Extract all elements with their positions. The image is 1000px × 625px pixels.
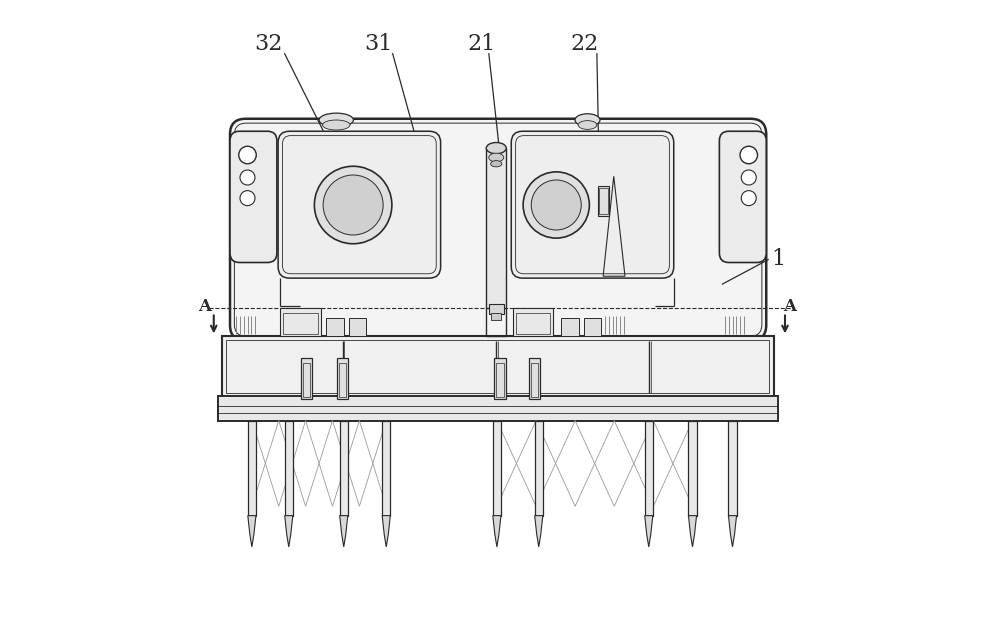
Bar (491, 312, 501, 320)
Text: 31: 31 (364, 32, 392, 55)
Bar (496, 362, 504, 397)
Polygon shape (285, 516, 293, 547)
Bar (349, 318, 366, 336)
Ellipse shape (575, 114, 600, 126)
Bar (337, 358, 348, 399)
Ellipse shape (578, 121, 597, 129)
Bar (222, 336, 774, 397)
Text: A: A (198, 298, 212, 315)
Circle shape (240, 170, 255, 185)
Bar (248, 421, 256, 516)
FancyBboxPatch shape (511, 131, 674, 278)
Bar (529, 358, 540, 399)
Bar (516, 313, 550, 334)
Polygon shape (493, 516, 501, 547)
Circle shape (740, 146, 758, 164)
Circle shape (323, 175, 383, 235)
Text: 1: 1 (771, 248, 785, 271)
Bar (489, 304, 504, 314)
Polygon shape (645, 516, 653, 547)
Bar (218, 396, 778, 421)
Text: 21: 21 (467, 32, 495, 55)
Bar (302, 362, 310, 397)
Ellipse shape (486, 142, 506, 154)
Bar (584, 318, 601, 336)
Circle shape (240, 191, 255, 206)
Bar (326, 318, 344, 336)
Circle shape (741, 191, 756, 206)
Bar (339, 362, 346, 397)
Bar (645, 421, 653, 516)
Bar (382, 421, 390, 516)
FancyBboxPatch shape (230, 131, 277, 262)
Polygon shape (535, 516, 543, 547)
Bar (340, 421, 348, 516)
Bar (561, 318, 579, 336)
Text: 32: 32 (255, 32, 283, 55)
Polygon shape (340, 516, 348, 547)
Polygon shape (688, 516, 697, 547)
FancyBboxPatch shape (230, 119, 766, 341)
Bar (285, 421, 293, 516)
Bar (512, 308, 553, 336)
Ellipse shape (319, 113, 353, 127)
Bar (598, 186, 609, 216)
Ellipse shape (491, 161, 502, 167)
Bar (688, 421, 697, 516)
Circle shape (531, 180, 581, 230)
Text: A: A (783, 298, 796, 315)
Bar (226, 340, 769, 392)
Bar (728, 421, 737, 516)
Bar (280, 308, 321, 336)
Circle shape (239, 146, 256, 164)
Polygon shape (248, 516, 256, 547)
FancyBboxPatch shape (278, 131, 441, 278)
Circle shape (523, 172, 589, 238)
Circle shape (741, 170, 756, 185)
Circle shape (314, 166, 392, 244)
Polygon shape (382, 516, 390, 547)
Bar (283, 313, 318, 334)
Text: 22: 22 (570, 32, 598, 55)
FancyBboxPatch shape (719, 131, 766, 262)
Bar (494, 358, 506, 399)
Ellipse shape (489, 153, 504, 162)
Ellipse shape (322, 120, 350, 130)
Bar (493, 421, 501, 516)
Bar (301, 358, 312, 399)
Bar (531, 362, 538, 397)
Bar (535, 421, 543, 516)
Polygon shape (728, 516, 737, 547)
Bar (486, 148, 506, 308)
Bar (599, 188, 608, 214)
